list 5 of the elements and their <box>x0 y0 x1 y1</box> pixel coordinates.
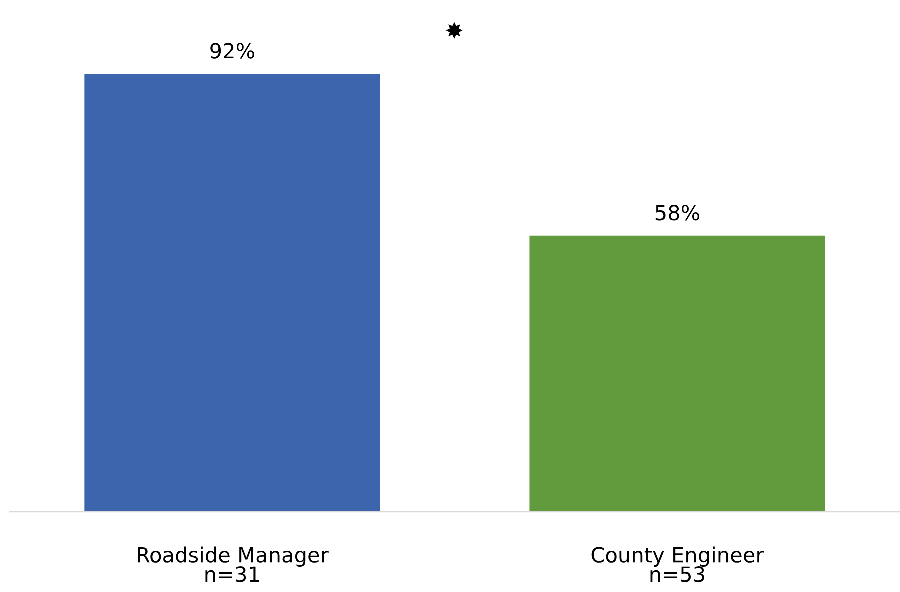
data-label: 92% <box>210 43 254 59</box>
x-tick-label: Roadside Manager n=31 <box>138 546 329 582</box>
text: ✸ <box>446 22 463 40</box>
x-tick-label: County Engineer n=53 <box>592 546 764 582</box>
data-label: 58% <box>656 204 700 221</box>
